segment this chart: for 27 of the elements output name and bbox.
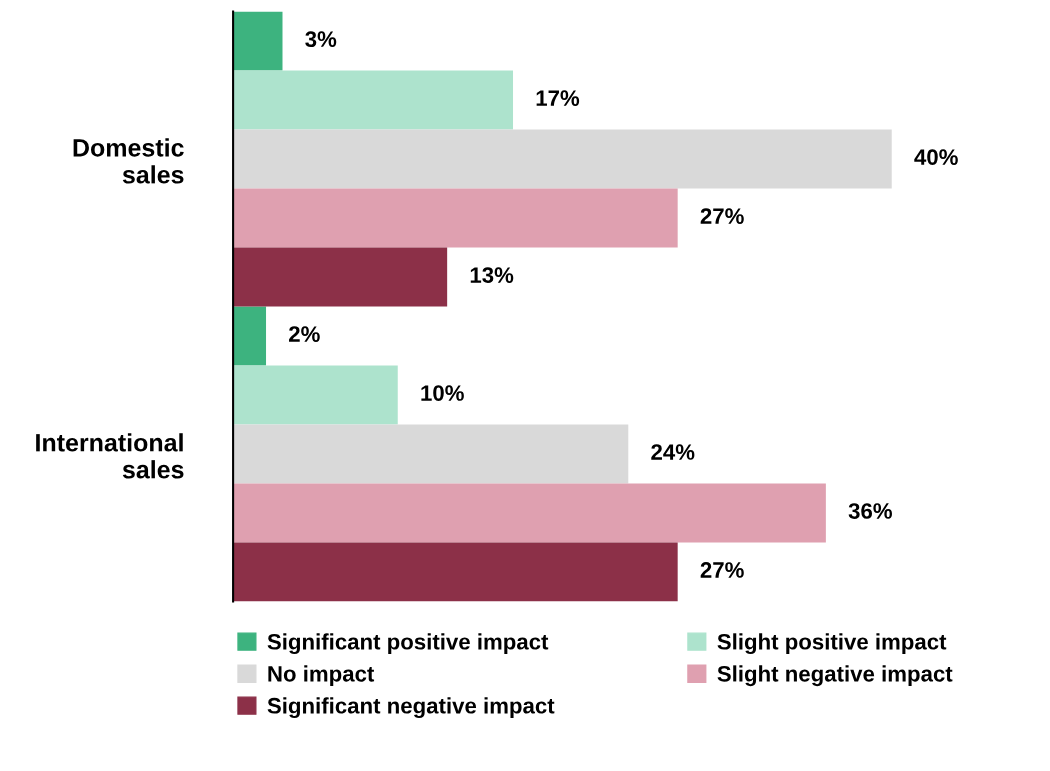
legend-label: No impact [268,665,375,687]
bar [233,188,678,248]
bar [233,542,678,602]
data-label: 24% [651,444,695,460]
data-label: 10% [421,385,464,401]
bar [233,11,283,71]
data-label: 27% [700,562,744,578]
data-label: 13% [470,267,514,283]
bar [233,365,398,425]
data-label: 3% [305,31,337,48]
legend-label: Significant positive impact [267,633,549,655]
legend-label: Significant negative impact [267,697,555,719]
bar [233,129,892,189]
y-tick-label: International sales [36,433,184,479]
legend-label: Slight negative impact [717,665,953,687]
bar [233,483,826,543]
bar [233,247,448,307]
y-tick-label: Domestic sales [73,138,184,184]
data-label: 40% [914,149,958,165]
legend-label: Slight positive impact [717,633,947,655]
data-label: 2% [289,326,320,342]
bar [233,424,629,484]
data-label: 36% [848,503,892,519]
bar [233,306,267,366]
data-label: 27% [700,208,744,224]
data-label: 17% [536,90,580,106]
bar [233,70,514,130]
